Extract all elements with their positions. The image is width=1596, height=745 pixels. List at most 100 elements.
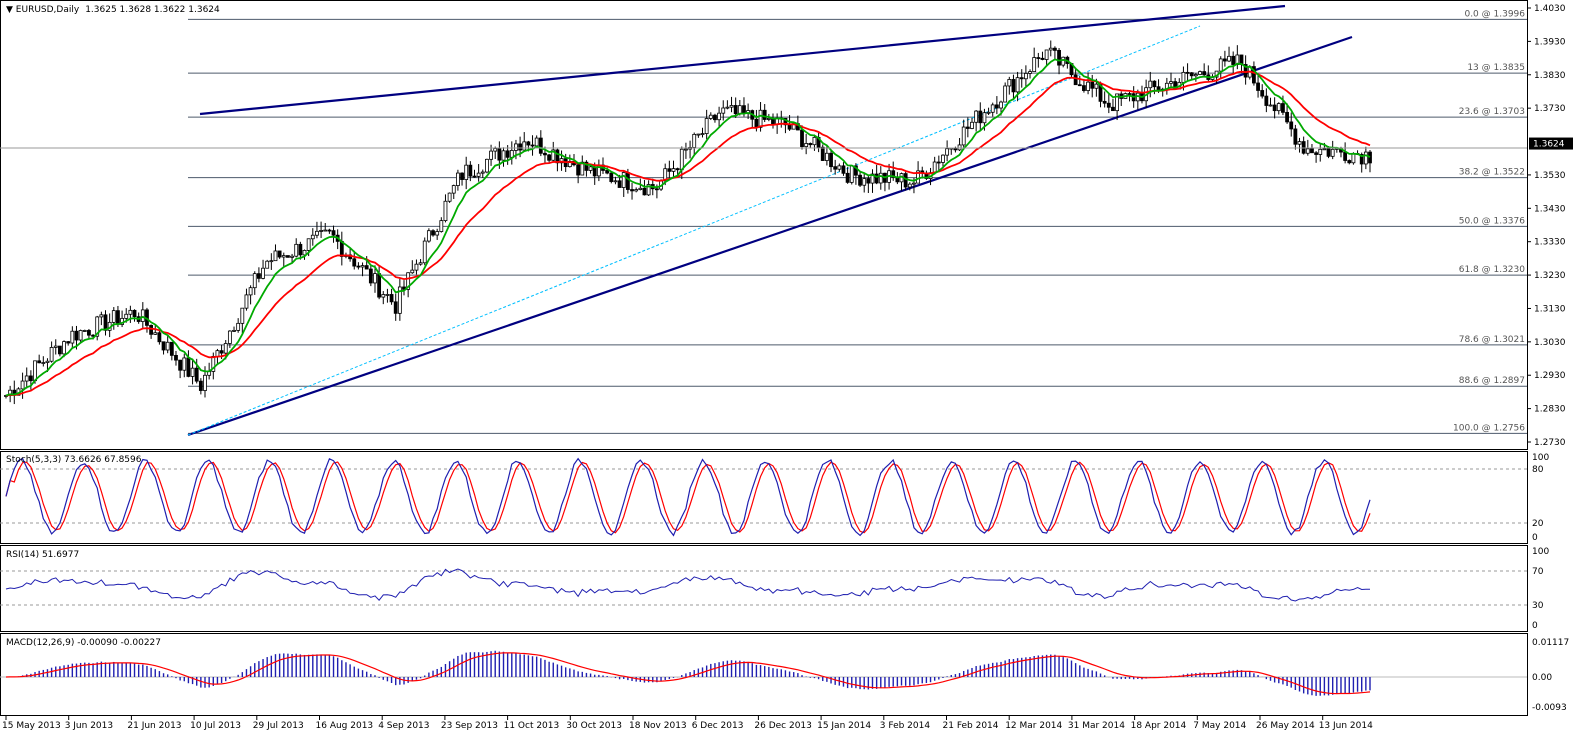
candle-body: [1227, 55, 1231, 62]
candle-body: [385, 294, 390, 296]
candle-body: [555, 149, 560, 164]
candle-body: [874, 173, 879, 184]
candle-body: [1293, 128, 1298, 145]
candle-body: [277, 250, 282, 258]
candle-body: [431, 230, 435, 236]
candle-body: [460, 172, 464, 180]
candle-body: [219, 350, 224, 354]
candle-body: [327, 229, 332, 232]
candle-body: [638, 187, 643, 190]
candles: [4, 40, 1372, 405]
candle-body: [970, 121, 974, 129]
candle-body: [530, 144, 535, 147]
candle-body: [1243, 64, 1248, 78]
fib-level-label: 50.0 @ 1.3376: [1459, 216, 1526, 226]
candle-body: [451, 185, 456, 194]
candle-body: [281, 255, 286, 258]
candle-body: [269, 260, 274, 263]
candle-body: [381, 294, 386, 298]
candle-body: [244, 294, 249, 309]
candle-body: [986, 111, 991, 114]
candle-body: [252, 273, 257, 289]
candle-body: [1181, 71, 1186, 83]
candle-body: [215, 350, 220, 357]
macd-tick-label: 0.01117: [1532, 638, 1569, 648]
collapse-triangle-icon[interactable]: ▼: [6, 5, 16, 15]
candle-body: [999, 101, 1003, 109]
candle-body: [1115, 93, 1120, 112]
candle-body: [1218, 58, 1223, 72]
candle-body: [945, 148, 950, 156]
candle-body: [468, 164, 473, 177]
candle-body: [961, 126, 966, 146]
candle-body: [74, 330, 79, 341]
candle-body: [1260, 90, 1265, 97]
candle-body: [1297, 141, 1302, 145]
candle-body: [1007, 79, 1012, 87]
candle-body: [713, 114, 717, 121]
candle-body: [103, 314, 108, 331]
price-tick-label: 1.3230: [1534, 271, 1566, 281]
candle-body: [485, 158, 489, 173]
candle-body: [634, 189, 639, 192]
time-tick-label: 3 Jun 2013: [65, 721, 113, 731]
candle-body: [45, 360, 50, 363]
macd-tick-label: -0.0093: [1532, 703, 1567, 713]
candle-body: [323, 229, 328, 232]
fib-level-label: 0.0 @ 1.3996: [1464, 9, 1525, 19]
candle-body: [538, 137, 543, 154]
candle-body: [368, 268, 373, 284]
candle-body: [1040, 57, 1045, 60]
rsi-panel-frame: [0, 545, 1528, 632]
candle-body: [290, 255, 294, 258]
candle-body: [240, 307, 245, 324]
candle-body: [161, 341, 166, 351]
candle-body: [862, 178, 867, 186]
candle-body: [692, 133, 697, 148]
candle-body: [1276, 103, 1281, 112]
candle-body: [547, 154, 552, 161]
candle-body: [426, 230, 431, 242]
candle-body: [203, 374, 207, 391]
candle-body: [389, 294, 394, 303]
time-tick-label: 11 Oct 2013: [504, 721, 560, 731]
candle-body: [294, 243, 299, 257]
upper-trendline[interactable]: [199, 4, 1286, 116]
candle-body: [1073, 74, 1078, 86]
candle-body: [497, 148, 502, 161]
candle-body: [49, 347, 54, 362]
channel-dotted-line[interactable]: [187, 25, 1201, 436]
price-tick-label: 1.3430: [1534, 204, 1566, 214]
candle-body: [99, 314, 104, 318]
candle-body: [717, 112, 721, 121]
candle-body: [190, 367, 195, 377]
candle-body: [232, 329, 236, 332]
candle-body: [33, 360, 37, 382]
fast-ma-line: [5, 58, 1371, 397]
price-tick-label: 1.2830: [1534, 405, 1566, 415]
candle-body: [1252, 66, 1256, 84]
time-tick-label: 12 Mar 2014: [1005, 721, 1062, 731]
candle-body: [725, 106, 730, 109]
candle-body: [804, 143, 809, 148]
candle-body: [667, 168, 672, 172]
candle-body: [729, 105, 734, 108]
time-tick-label: 26 May 2014: [1256, 721, 1315, 731]
lower-trendline[interactable]: [187, 35, 1353, 437]
candle-body: [1077, 84, 1082, 87]
symbol-title: EURUSD,Daily: [16, 5, 80, 15]
candle-body: [679, 148, 684, 171]
time-tick-label: 10 Jul 2013: [190, 721, 241, 731]
candle-body: [1198, 71, 1202, 75]
candle-body: [20, 380, 25, 390]
stoch-main-line: [5, 457, 1371, 537]
candle-body: [261, 267, 265, 279]
candle-body: [543, 152, 547, 156]
candle-body: [878, 172, 883, 184]
moving-averages: [5, 58, 1371, 397]
candle-body: [559, 158, 564, 164]
candle-body: [812, 136, 817, 146]
stoch-panel-frame: [0, 451, 1528, 544]
candle-body: [833, 166, 838, 170]
